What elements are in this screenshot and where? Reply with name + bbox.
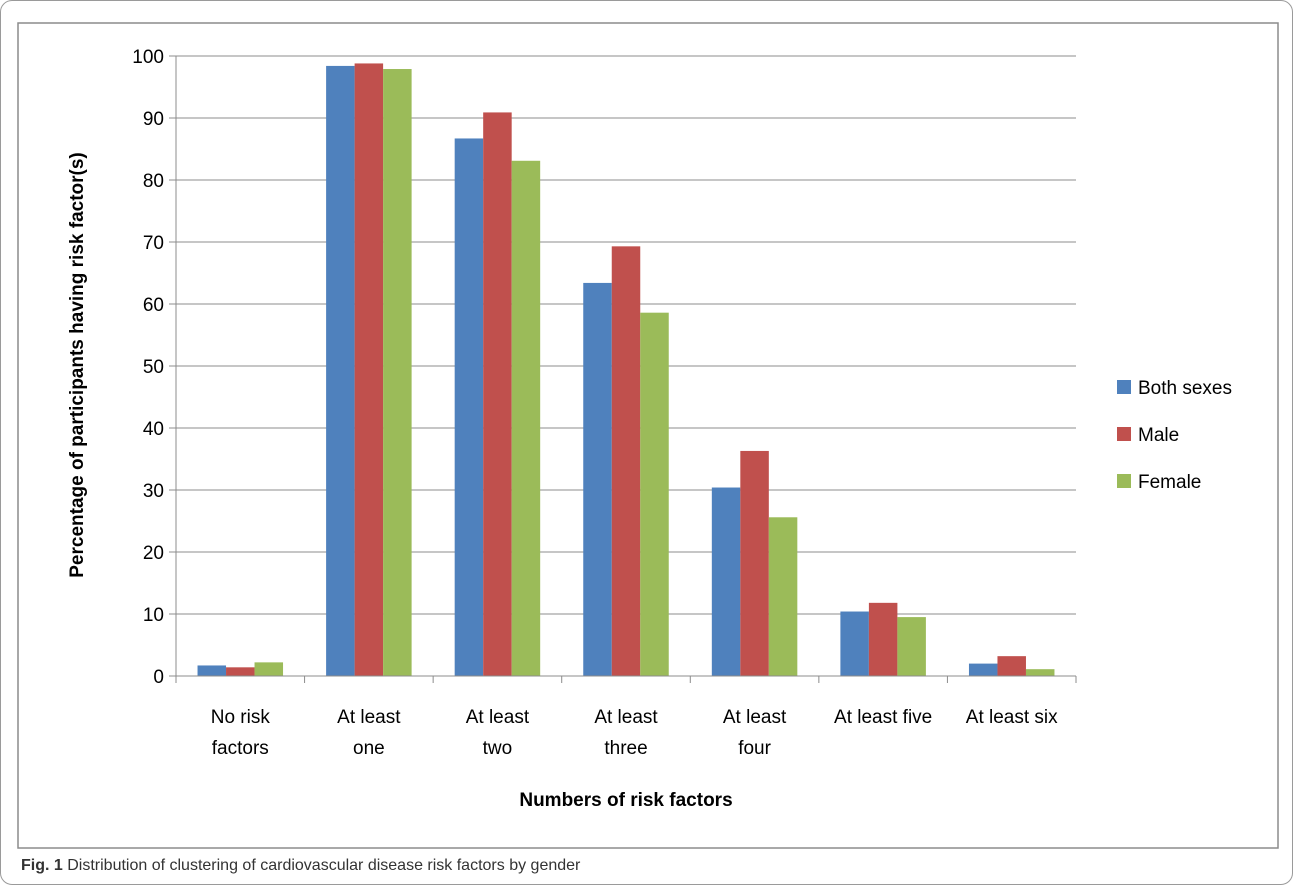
bar-both-sexes: [840, 611, 869, 676]
legend-swatch: [1117, 427, 1131, 441]
x-axis-label: Numbers of risk factors: [519, 790, 732, 811]
bar-both-sexes: [968, 663, 998, 676]
y-tick-label: 0: [153, 667, 164, 688]
y-tick-label: 20: [143, 543, 164, 564]
x-tick-label: At least: [337, 707, 401, 728]
bar-male: [997, 656, 1026, 676]
y-tick-label: 60: [143, 295, 164, 316]
bar-chart: 0 10 20 30 40 50 60 70 80 90 100 No risk factors At l…: [17, 22, 1279, 849]
bar-male: [226, 667, 255, 676]
legend-label: Male: [1138, 425, 1179, 446]
legend: Both sexes Male Female: [1117, 378, 1232, 493]
axes: [169, 55, 1077, 683]
figure-caption-text: Distribution of clustering of cardiovasc…: [67, 857, 581, 874]
x-tick-label: four: [738, 738, 771, 759]
y-tick-label: 70: [143, 233, 164, 254]
figure-label: Fig. 1: [21, 857, 63, 874]
figure-caption: Fig. 1 Distribution of clustering of car…: [21, 857, 580, 875]
y-axis-label: Percentage of participants having risk f…: [67, 152, 88, 578]
legend-label: Female: [1138, 472, 1201, 493]
x-tick-label: three: [604, 738, 647, 759]
x-tick-label: one: [353, 738, 385, 759]
x-tick-label: At least five: [834, 707, 932, 728]
y-tick-label: 40: [143, 419, 164, 440]
bar-female: [768, 517, 798, 676]
bar-female: [383, 69, 412, 676]
y-tick-label: 30: [143, 481, 164, 502]
bar-male: [354, 63, 384, 676]
gridlines: [176, 55, 1076, 615]
bar-female: [511, 160, 541, 676]
bar-female: [1025, 669, 1055, 676]
bar-male: [611, 246, 641, 676]
x-tick-label: At least six: [966, 707, 1058, 728]
bar-male: [868, 602, 898, 676]
bar-female: [640, 312, 669, 676]
bar-both-sexes: [326, 65, 355, 677]
tick-labels: 0 10 20 30 40 50 60 70 80 90 100 No risk factors At l…: [132, 47, 1058, 759]
y-tick-label: 100: [132, 47, 164, 68]
bar-female: [897, 617, 926, 676]
x-tick-label: two: [483, 738, 513, 759]
bars: [197, 63, 1055, 677]
bar-both-sexes: [454, 138, 484, 676]
bar-both-sexes: [197, 665, 227, 676]
bar-both-sexes: [583, 282, 612, 676]
x-tick-label: No risk: [211, 707, 271, 728]
y-tick-label: 50: [143, 357, 164, 378]
legend-swatch: [1117, 380, 1131, 394]
x-tick-label: At least: [723, 707, 787, 728]
bar-both-sexes: [711, 487, 741, 676]
bar-male: [483, 112, 512, 677]
y-tick-label: 90: [143, 109, 164, 130]
x-tick-label: factors: [212, 738, 269, 759]
bar-female: [254, 662, 284, 676]
legend-swatch: [1117, 474, 1131, 488]
y-tick-label: 10: [143, 605, 164, 626]
x-tick-label: At least: [466, 707, 530, 728]
y-tick-label: 80: [143, 171, 164, 192]
x-tick-label: At least: [594, 707, 658, 728]
legend-label: Both sexes: [1138, 378, 1232, 399]
bar-male: [740, 450, 769, 676]
